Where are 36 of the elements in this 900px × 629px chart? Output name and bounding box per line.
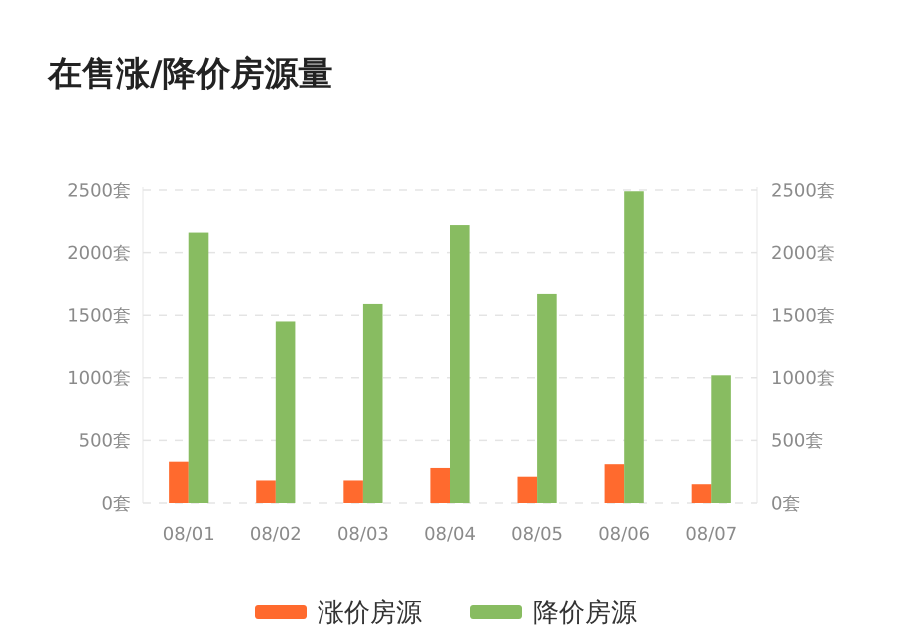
y-tick-label: 2000套 [67,242,131,264]
y-tick-label: 2500套 [67,180,131,202]
chart-title: 在售涨/降价房源量 [47,54,332,94]
y-tick-label: 0套 [102,493,131,514]
bar [188,232,208,503]
bar [169,462,189,503]
bar [256,480,276,503]
bar [604,464,624,503]
x-tick-label: 08/02 [250,524,302,545]
bar [624,191,644,503]
bar [343,480,363,503]
x-tick-label: 08/03 [336,524,389,545]
bar [537,294,557,503]
y2-tick-label: 2000套 [771,242,835,264]
bar [711,375,731,503]
legend-label: 涨价房源 [318,598,422,628]
bar [517,476,538,503]
bar [430,468,450,503]
bar [692,484,712,503]
y2-tick-label: 2500套 [771,180,835,202]
y2-tick-label: 0套 [771,493,800,514]
y2-tick-label: 500套 [771,430,824,452]
y-tick-label: 1500套 [67,306,131,326]
legend-label: 降价房源 [533,598,637,628]
x-tick-label: 08/01 [162,524,215,545]
y2-tick-label: 1500套 [771,306,835,326]
x-tick-label: 08/04 [424,524,476,545]
bar [362,304,383,503]
x-tick-label: 08/07 [685,524,738,545]
y-tick-label: 500套 [78,430,131,452]
bar [450,225,470,503]
bar [276,321,296,503]
y2-tick-label: 1000套 [771,368,835,390]
x-tick-label: 08/06 [598,524,650,545]
x-tick-label: 08/05 [511,524,564,545]
y-tick-label: 1000套 [67,368,131,390]
